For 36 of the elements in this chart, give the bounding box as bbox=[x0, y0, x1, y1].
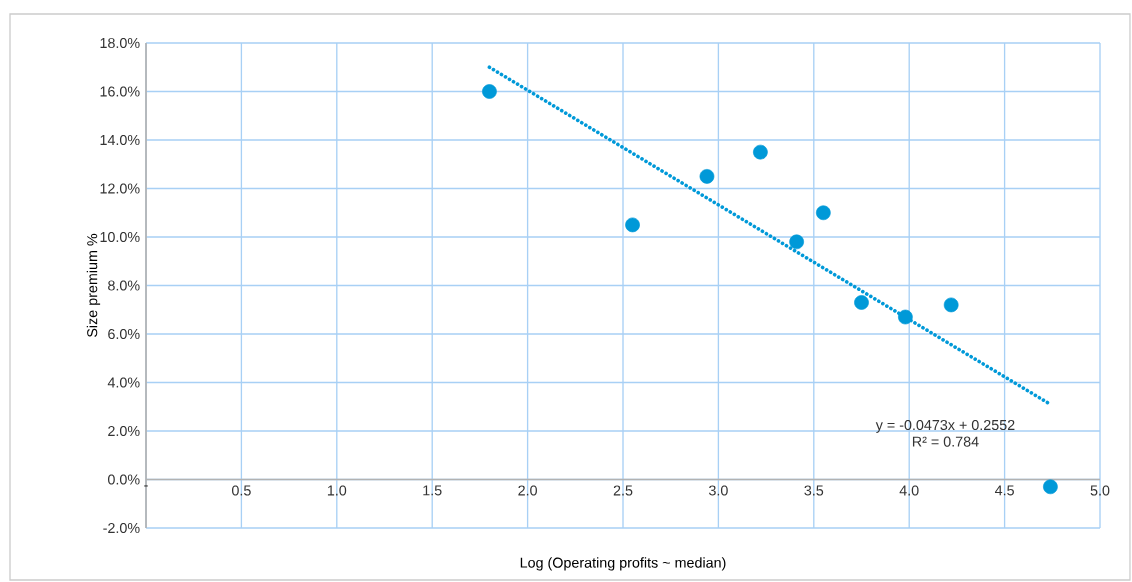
point bbox=[854, 295, 869, 310]
point bbox=[753, 144, 768, 160]
point bbox=[1043, 479, 1058, 495]
y-tick-label: 12.0% bbox=[100, 183, 140, 194]
x-tick-label: 1.5 bbox=[423, 485, 442, 496]
x-tick-label: 5.0 bbox=[1090, 485, 1110, 496]
x-tick-label: 4.0 bbox=[899, 485, 919, 496]
annotation: R² = 0.784 bbox=[912, 436, 979, 447]
point bbox=[699, 169, 715, 184]
x-tick-label: 3.0 bbox=[708, 485, 728, 496]
y-tick-label: 6.0% bbox=[108, 328, 140, 340]
x-tick-label: 2.0 bbox=[518, 485, 537, 496]
y-tick-label: 18.0% bbox=[100, 37, 140, 49]
point bbox=[482, 84, 497, 99]
y-axis-title: Size premium % bbox=[86, 233, 101, 338]
annotation: y = -0.0473x + 0.2552 bbox=[875, 419, 1015, 433]
y-tick-label: 8.0% bbox=[108, 280, 140, 291]
y-tick-label: 16.0% bbox=[100, 86, 140, 97]
x-tick-label: 2.5 bbox=[613, 485, 633, 496]
point bbox=[943, 297, 959, 313]
point bbox=[898, 309, 913, 325]
y-tick-label: 2.0% bbox=[108, 425, 140, 437]
x-tick-label: 1.0 bbox=[327, 485, 347, 496]
x-tick-label: 0.5 bbox=[231, 485, 251, 496]
x-tick-label: 3.5 bbox=[804, 485, 824, 496]
y-tick-label: 10.0% bbox=[100, 231, 140, 243]
y-tick-label: 14.0% bbox=[100, 134, 140, 146]
point bbox=[789, 234, 804, 250]
x-axis-title: Log (Operating profits ~ median) bbox=[520, 557, 726, 571]
point bbox=[625, 217, 640, 233]
x-tick-label: 4.5 bbox=[994, 485, 1014, 496]
y-tick-label: 4.0% bbox=[107, 377, 140, 388]
y-tick-label: -2.0% bbox=[103, 522, 140, 534]
point bbox=[816, 205, 831, 221]
y-tick-label: 0.0% bbox=[108, 474, 140, 485]
x-tick-label: - bbox=[144, 485, 148, 487]
